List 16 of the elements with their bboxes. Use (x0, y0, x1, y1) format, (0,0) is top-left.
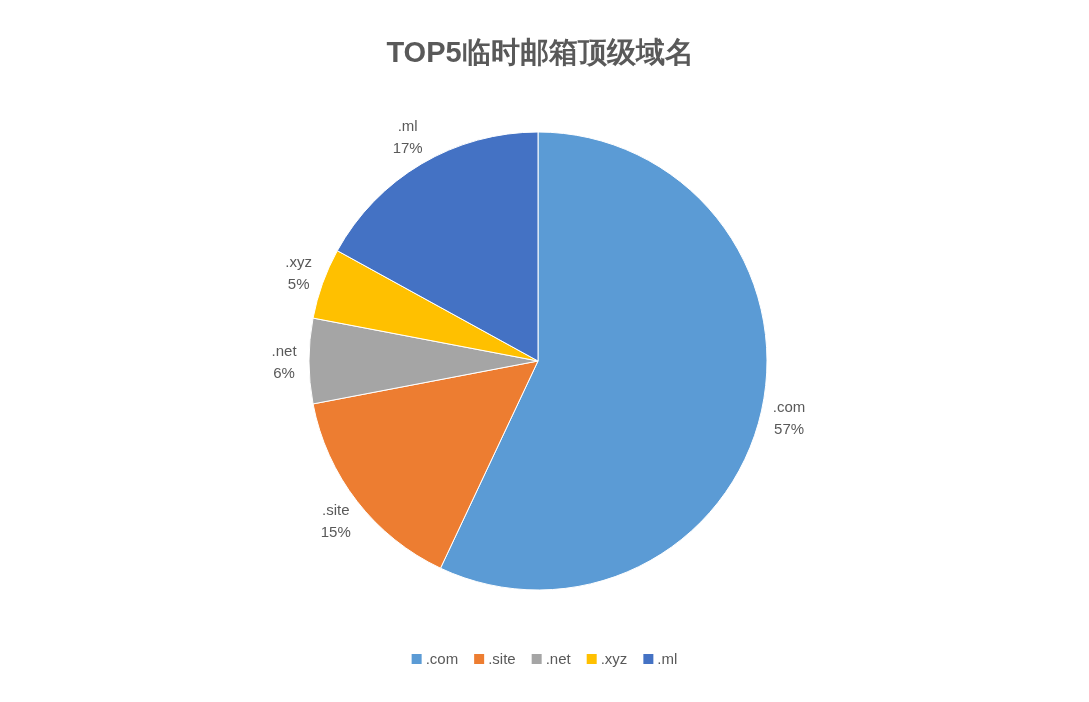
legend-label: .site (488, 650, 516, 667)
legend-label: .net (545, 650, 572, 667)
chart-title: TOP5临时邮箱顶级域名 (386, 36, 694, 68)
legend-label: .com (425, 650, 459, 667)
data-label: 17% (392, 139, 423, 157)
legend-label: .ml (657, 650, 678, 667)
slice-label: .net (271, 341, 298, 359)
data-label: 15% (320, 523, 351, 541)
slice-label: .site (321, 501, 350, 519)
data-label: 6% (273, 363, 295, 381)
legend-label: .xyz (600, 650, 628, 667)
slice-label: .com (772, 398, 806, 416)
slice-label: .ml (397, 117, 418, 135)
data-label: 5% (287, 275, 310, 293)
data-label: 57% (774, 420, 805, 438)
slice-label: .xyz (285, 253, 313, 271)
